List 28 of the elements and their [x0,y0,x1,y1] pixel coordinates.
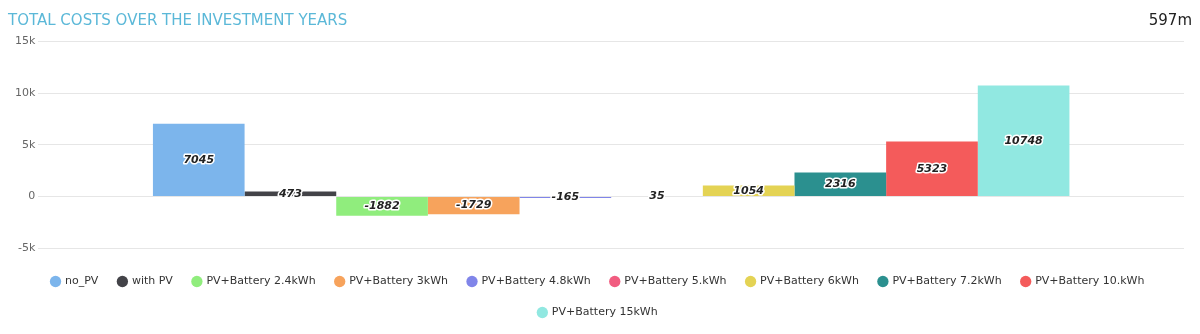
data-label: 7045 [183,152,215,166]
y-tick-label: -5k [18,240,36,254]
legend-label: no_PV [65,274,99,288]
legend-label: PV+Battery 7.2kWh [892,274,1002,288]
legend-label: PV+Battery 5.kWh [624,274,727,288]
legend-label: PV+Battery 2.4kWh [206,274,316,288]
y-tick-label: 5k [21,137,36,151]
data-label: 2316 [825,177,856,191]
data-label: 1054 [733,183,764,197]
legend-label: PV+Battery 3kWh [349,274,449,288]
data-label: 10748 [1004,133,1044,147]
bar [977,85,1070,196]
bar [886,141,978,196]
bar [152,123,245,196]
data-label: 5323 [916,161,948,175]
legend-label: with PV [131,274,174,288]
legend-label: PV+Battery 4.8kWh [481,274,591,288]
y-tick-label: 15k [14,34,36,48]
data-label: -1729 [456,198,492,212]
text: 597m [1148,11,1192,29]
y-tick-label: 10k [14,86,36,100]
legend-label: PV+Battery 15kWh [551,305,658,319]
data-label: 35 [649,188,666,202]
data-label: -1882 [364,199,400,213]
legend-label: PV+Battery 10.kWh [1035,274,1145,288]
chart-title: TOTAL COSTS OVER THE INVESTMENT YEARS [8,11,348,29]
legend-label: PV+Battery 6kWh [760,274,859,288]
y-tick-label: 0 [28,189,36,203]
